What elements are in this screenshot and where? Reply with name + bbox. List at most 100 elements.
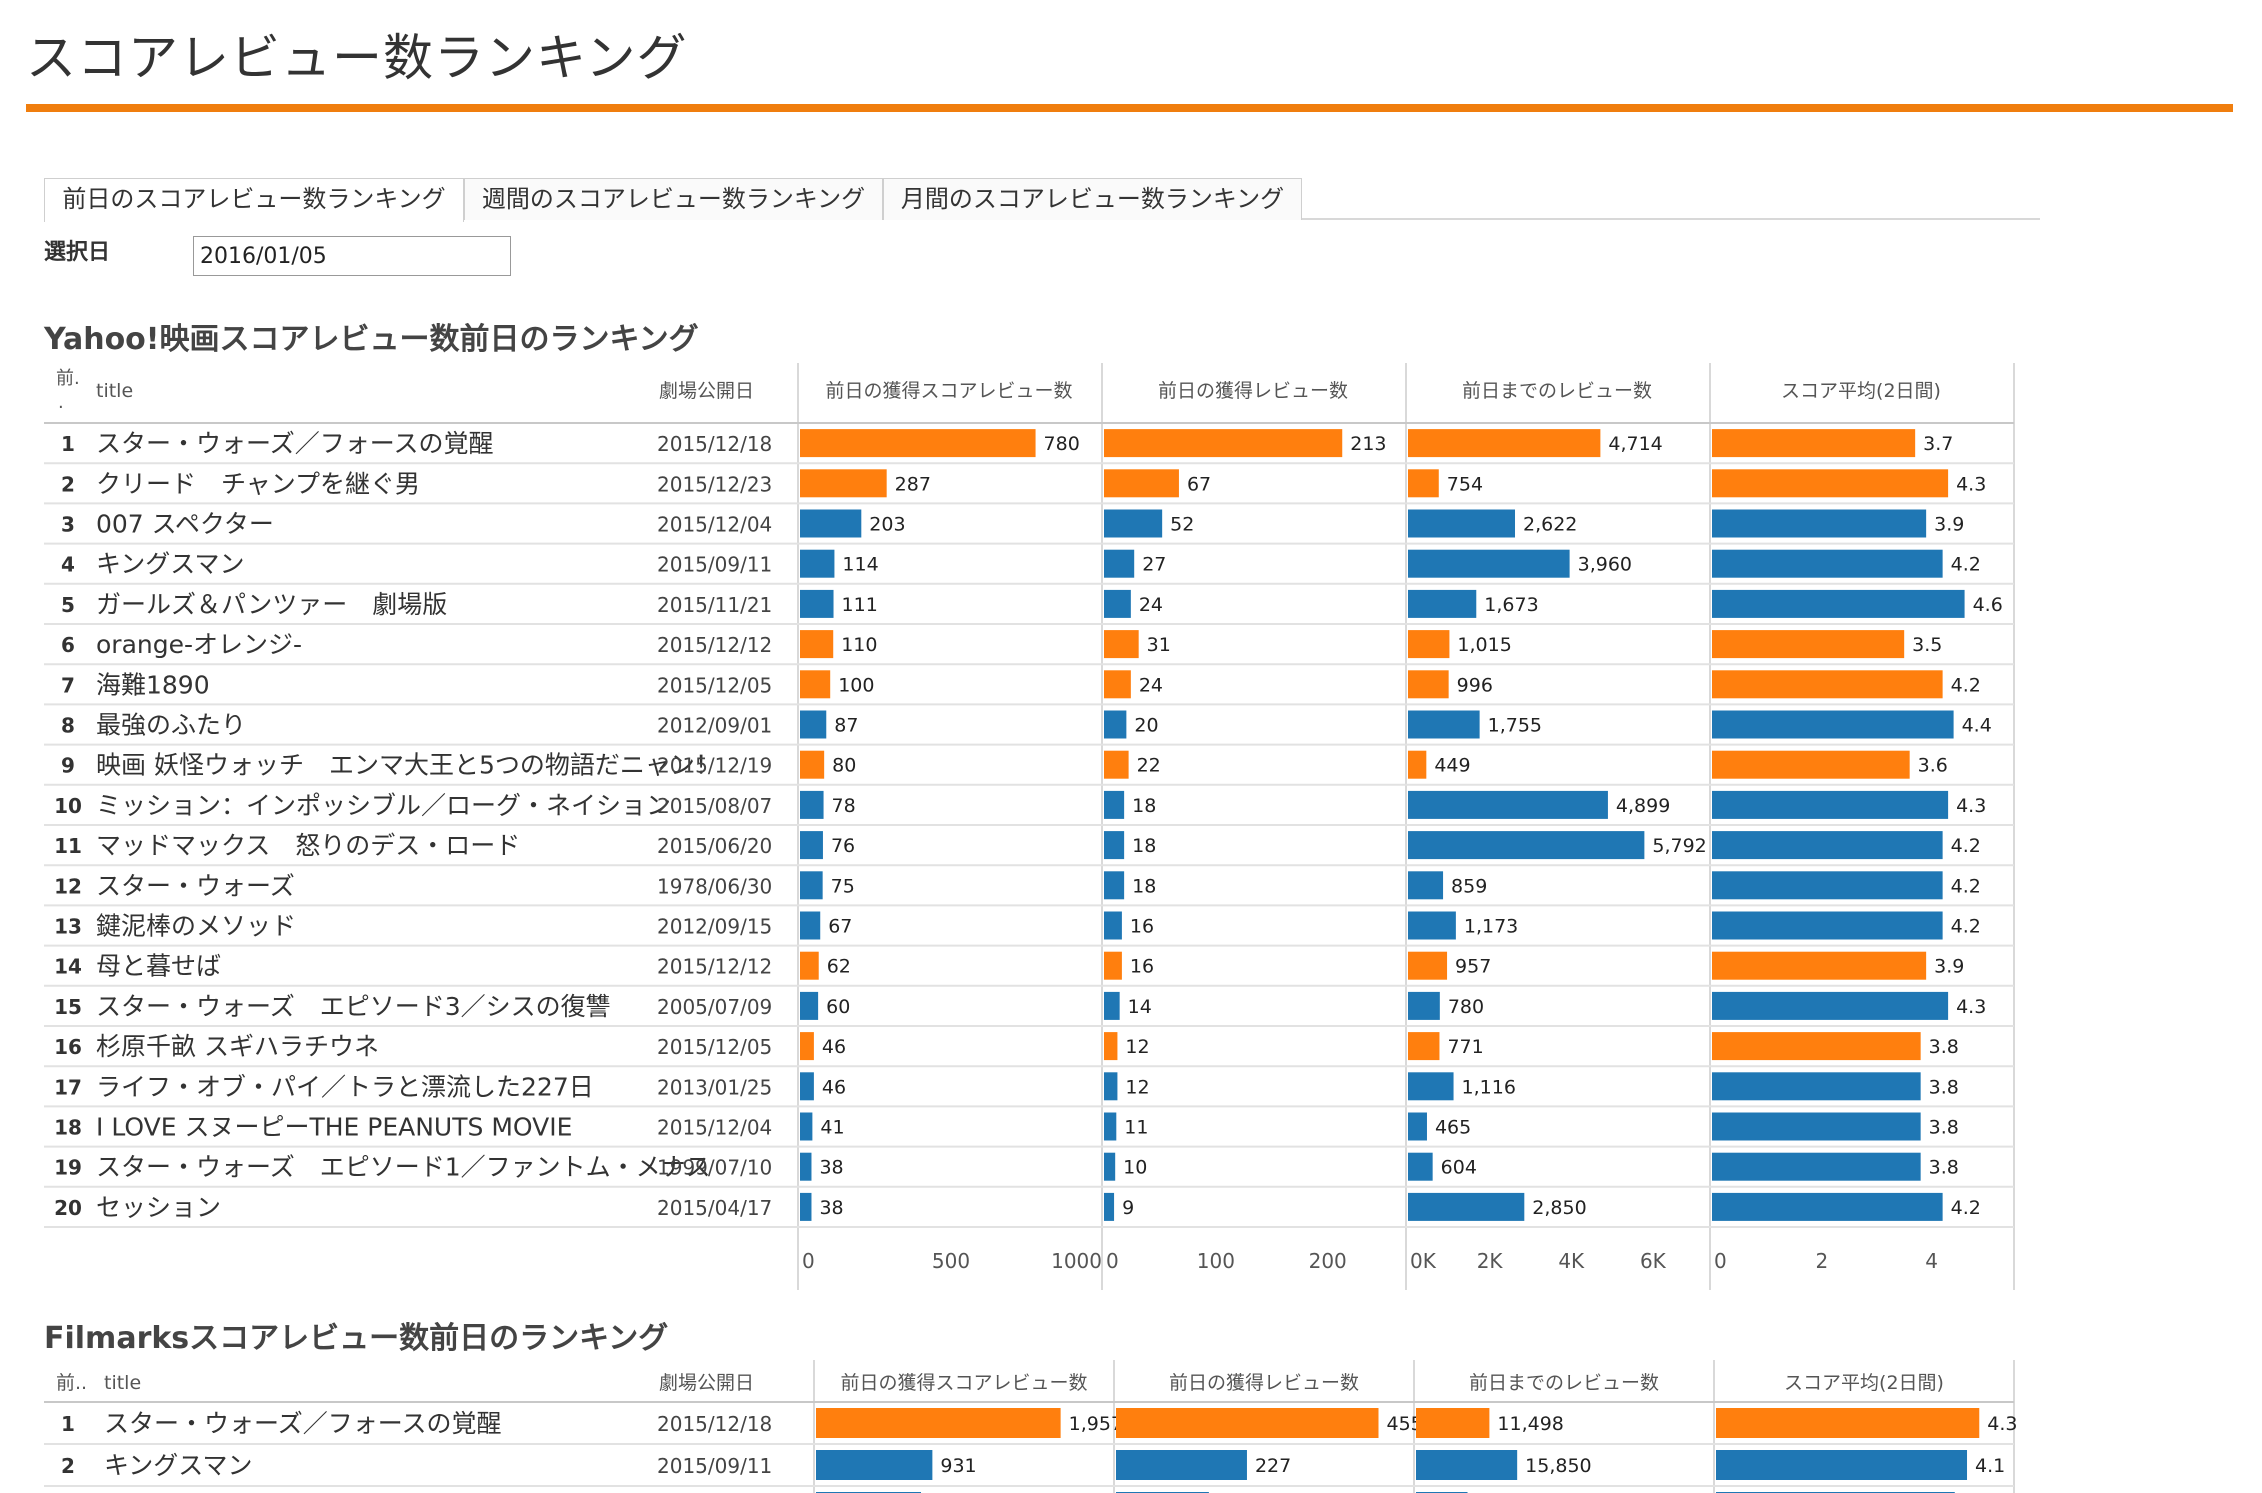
title-divider bbox=[26, 104, 2233, 112]
yahoo-bar-label: 10 bbox=[1123, 1157, 1147, 1179]
filmarks-series-header: 前日の獲得レビュー数 bbox=[1169, 1372, 1359, 1394]
yahoo-bar bbox=[1104, 710, 1127, 739]
yahoo-release-cell: 2012/09/15 bbox=[657, 915, 772, 939]
yahoo-axis-tick: 6K bbox=[1640, 1249, 1667, 1273]
yahoo-bar bbox=[1104, 831, 1125, 860]
yahoo-bar bbox=[1104, 589, 1131, 618]
yahoo-release-cell: 2015/08/07 bbox=[657, 794, 772, 818]
yahoo-title-cell: スター・ウォーズ エピソード3／シスの復讐 bbox=[96, 992, 611, 1021]
tab-daily-ranking[interactable]: 前日のスコアレビュー数ランキング bbox=[44, 178, 464, 222]
yahoo-bar bbox=[1408, 469, 1439, 498]
yahoo-title-cell: マッドマックス 怒りのデス・ロード bbox=[96, 831, 520, 860]
yahoo-bar-label: 3.7 bbox=[1923, 433, 1953, 455]
yahoo-bar-label: 287 bbox=[895, 473, 931, 495]
yahoo-bar-label: 16 bbox=[1130, 916, 1154, 938]
yahoo-bar-label: 780 bbox=[1448, 996, 1484, 1018]
yahoo-bar-label: 67 bbox=[828, 916, 852, 938]
yahoo-release-cell: 2015/09/11 bbox=[657, 553, 772, 577]
yahoo-bar-label: 4.2 bbox=[1951, 1197, 1981, 1219]
yahoo-bar bbox=[1104, 670, 1131, 699]
yahoo-bar bbox=[1104, 951, 1122, 980]
yahoo-bar-label: 3.8 bbox=[1929, 1117, 1959, 1139]
yahoo-bar bbox=[1104, 509, 1163, 538]
yahoo-bar-label: 12 bbox=[1125, 1036, 1149, 1058]
yahoo-bar-label: 78 bbox=[832, 795, 856, 817]
yahoo-bar bbox=[800, 790, 824, 819]
yahoo-rank-cell: 6 bbox=[61, 633, 75, 657]
filmarks-bar bbox=[1716, 1450, 1968, 1480]
yahoo-title-cell: 母と暮せば bbox=[96, 952, 221, 981]
yahoo-bar bbox=[1104, 790, 1125, 819]
yahoo-rank-cell: 19 bbox=[54, 1156, 82, 1180]
yahoo-rank-header: 前. bbox=[56, 368, 80, 389]
yahoo-bar-label: 465 bbox=[1435, 1117, 1471, 1139]
yahoo-bar-label: 38 bbox=[819, 1197, 843, 1219]
yahoo-bar bbox=[1712, 750, 1910, 779]
yahoo-axis-tick: 100 bbox=[1197, 1249, 1235, 1273]
yahoo-rank-cell: 13 bbox=[54, 915, 82, 939]
yahoo-bar bbox=[1712, 1112, 1921, 1141]
yahoo-title-cell: 海難1890 bbox=[96, 670, 210, 699]
yahoo-title-cell: クリード チャンプを継ぐ男 bbox=[96, 469, 420, 498]
yahoo-rank-cell: 4 bbox=[61, 553, 75, 577]
yahoo-bar bbox=[1408, 831, 1645, 860]
yahoo-bar-label: 957 bbox=[1455, 956, 1491, 978]
yahoo-bar-label: 4.3 bbox=[1956, 795, 1986, 817]
tab-weekly-ranking[interactable]: 週間のスコアレビュー数ランキング bbox=[464, 178, 883, 220]
filmarks-rank-header: 前.. bbox=[56, 1372, 87, 1394]
yahoo-bar-label: 111 bbox=[842, 594, 878, 616]
yahoo-bar-label: 100 bbox=[838, 674, 874, 696]
yahoo-title-cell: ライフ・オブ・パイ／トラと漂流した227日 bbox=[96, 1072, 594, 1101]
yahoo-bar bbox=[1408, 790, 1608, 819]
yahoo-title-cell: I LOVE スヌーピーTHE PEANUTS MOVIE bbox=[96, 1113, 572, 1142]
yahoo-bar-label: 4.3 bbox=[1956, 996, 1986, 1018]
yahoo-bar bbox=[800, 1072, 814, 1101]
yahoo-bar bbox=[1104, 1112, 1117, 1141]
yahoo-bar bbox=[800, 589, 834, 618]
yahoo-bar-label: 859 bbox=[1451, 875, 1487, 897]
yahoo-bar-label: 62 bbox=[827, 956, 851, 978]
yahoo-release-cell: 2015/11/21 bbox=[657, 593, 772, 617]
yahoo-series-header: 前日の獲得レビュー数 bbox=[1158, 380, 1348, 402]
yahoo-bar bbox=[1712, 871, 1943, 900]
yahoo-bar bbox=[1408, 509, 1516, 538]
yahoo-bar-label: 14 bbox=[1128, 996, 1152, 1018]
yahoo-bar bbox=[1408, 1112, 1427, 1141]
yahoo-bar-label: 18 bbox=[1132, 875, 1156, 897]
yahoo-bar-label: 996 bbox=[1457, 674, 1493, 696]
yahoo-bar-label: 4.2 bbox=[1951, 916, 1981, 938]
yahoo-bar bbox=[800, 991, 819, 1020]
filmarks-title-cell: キングスマン bbox=[104, 1451, 253, 1480]
yahoo-axis-tick: 2K bbox=[1477, 1249, 1504, 1273]
yahoo-bar bbox=[1408, 710, 1480, 739]
yahoo-release-cell: 1999/07/10 bbox=[657, 1156, 772, 1180]
yahoo-release-cell: 2015/12/18 bbox=[657, 432, 772, 456]
tab-monthly-ranking[interactable]: 月間のスコアレビュー数ランキング bbox=[883, 178, 1302, 220]
yahoo-rank-cell: 10 bbox=[54, 794, 82, 818]
filmarks-bar-label: 931 bbox=[940, 1455, 976, 1477]
yahoo-bar bbox=[1712, 670, 1943, 699]
yahoo-bar-label: 5,792 bbox=[1652, 835, 1706, 857]
yahoo-bar bbox=[800, 750, 825, 779]
yahoo-bar bbox=[1104, 1192, 1115, 1221]
yahoo-bar bbox=[1104, 1032, 1118, 1061]
yahoo-title-cell: 最強のふたり bbox=[96, 711, 246, 740]
yahoo-bar-label: 18 bbox=[1132, 795, 1156, 817]
yahoo-bar bbox=[1408, 951, 1448, 980]
yahoo-bar-label: 80 bbox=[832, 755, 856, 777]
yahoo-bar bbox=[1712, 831, 1943, 860]
yahoo-bar bbox=[1408, 911, 1456, 940]
yahoo-ranking-title: Yahoo!映画スコアレビュー数前日のランキング bbox=[44, 322, 699, 357]
yahoo-bar bbox=[800, 1112, 813, 1141]
yahoo-bar bbox=[1712, 1032, 1921, 1061]
yahoo-axis-tick: 4K bbox=[1558, 1249, 1585, 1273]
yahoo-rank-cell: 2 bbox=[61, 472, 75, 496]
yahoo-bar bbox=[1408, 1192, 1525, 1221]
yahoo-bar-label: 3.8 bbox=[1929, 1076, 1959, 1098]
yahoo-bar-label: 20 bbox=[1134, 715, 1158, 737]
date-input[interactable] bbox=[193, 236, 511, 276]
yahoo-bar-label: 604 bbox=[1441, 1157, 1477, 1179]
filmarks-bar bbox=[816, 1408, 1061, 1438]
yahoo-bar bbox=[800, 670, 831, 699]
